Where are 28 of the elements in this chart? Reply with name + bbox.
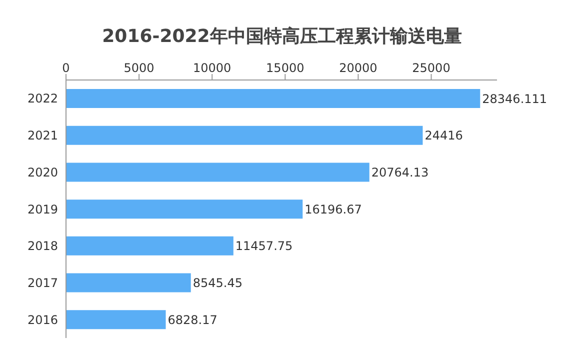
bar bbox=[66, 310, 166, 330]
bar bbox=[66, 89, 480, 108]
bar bbox=[66, 236, 234, 256]
y-tick-label: 2019 bbox=[27, 202, 58, 216]
data-label: 28346.111 bbox=[482, 92, 548, 106]
y-tick-label: 2017 bbox=[27, 276, 58, 290]
bar bbox=[66, 200, 303, 219]
y-tick-label: 2021 bbox=[27, 128, 58, 143]
x-tick-label: 15000 bbox=[266, 61, 304, 75]
data-label: 24416 bbox=[424, 128, 463, 143]
chart-title: 2016-2022年中国特高压工程累计输送电量 bbox=[101, 25, 463, 48]
bar bbox=[66, 273, 191, 292]
x-tick-label: 25000 bbox=[412, 61, 450, 75]
data-label: 16196.67 bbox=[304, 202, 362, 216]
bar bbox=[66, 126, 423, 145]
y-tick-label: 2016 bbox=[27, 312, 58, 327]
x-tick-label: 10000 bbox=[193, 61, 232, 75]
x-tick-label: 20000 bbox=[339, 61, 378, 75]
data-label: 6828.17 bbox=[168, 312, 218, 327]
y-tick-label: 2020 bbox=[27, 165, 58, 180]
data-label: 20764.13 bbox=[371, 165, 429, 180]
x-tick-label: 5000 bbox=[124, 61, 154, 75]
y-tick-label: 2018 bbox=[27, 239, 58, 254]
y-tick-label: 2022 bbox=[27, 92, 58, 106]
bar bbox=[66, 162, 370, 182]
data-label: 11457.75 bbox=[235, 239, 293, 254]
data-label: 8545.45 bbox=[192, 276, 242, 290]
x-tick-label: 0 bbox=[62, 61, 70, 75]
